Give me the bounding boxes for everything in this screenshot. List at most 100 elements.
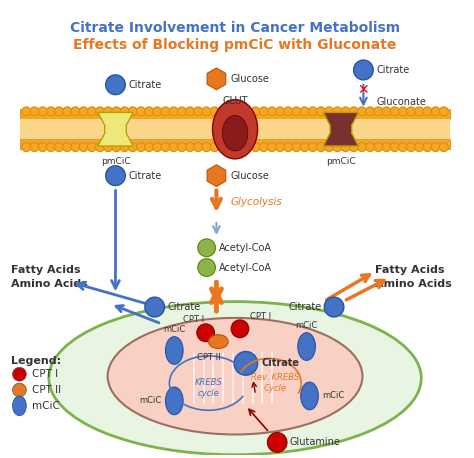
Text: Amino Acids: Amino Acids [375,279,452,289]
Circle shape [235,142,244,152]
Ellipse shape [212,99,257,159]
Circle shape [46,107,55,116]
Text: mCiC: mCiC [32,401,60,411]
Text: CPT I: CPT I [32,369,58,379]
Circle shape [227,142,236,152]
Circle shape [259,107,268,116]
Text: Fatty Acids: Fatty Acids [10,265,80,274]
Circle shape [309,142,317,152]
Circle shape [374,107,383,116]
Text: Citrate: Citrate [167,302,201,312]
Circle shape [292,142,301,152]
Circle shape [120,142,129,152]
Text: KREBS
cycle: KREBS cycle [195,378,222,398]
Bar [20,139,450,149]
Circle shape [194,142,202,152]
Text: Citrate: Citrate [288,302,321,312]
Circle shape [202,107,211,116]
Circle shape [382,142,391,152]
Circle shape [366,107,374,116]
Circle shape [177,142,186,152]
Text: pmCiC: pmCiC [100,157,130,166]
Circle shape [202,142,211,152]
Circle shape [292,107,301,116]
Circle shape [63,142,72,152]
Circle shape [96,107,104,116]
Polygon shape [98,112,133,146]
Text: CPT I: CPT I [250,312,271,321]
Ellipse shape [108,318,363,435]
Text: Glucose: Glucose [230,74,269,84]
Text: Glucose: Glucose [230,171,269,180]
Text: Acetyl-CoA: Acetyl-CoA [219,262,273,273]
Circle shape [128,107,137,116]
Circle shape [341,142,350,152]
Text: mCiC: mCiC [322,392,345,400]
Circle shape [399,107,407,116]
Text: Legend:: Legend: [10,356,61,366]
Circle shape [63,107,72,116]
Text: Effects of Blocking pmCiC with Gluconate: Effects of Blocking pmCiC with Gluconate [73,38,397,52]
Text: Citrate: Citrate [128,171,162,180]
Text: Citrate: Citrate [128,80,162,90]
Ellipse shape [49,302,421,455]
Circle shape [79,107,88,116]
Circle shape [13,367,26,381]
Circle shape [120,107,129,116]
Text: GLUT: GLUT [222,96,248,105]
Circle shape [198,239,216,256]
Circle shape [341,107,350,116]
Circle shape [145,107,154,116]
Circle shape [38,142,47,152]
Circle shape [55,107,64,116]
Circle shape [349,142,358,152]
Circle shape [243,142,252,152]
Ellipse shape [209,335,228,349]
Circle shape [87,107,96,116]
Circle shape [439,142,448,152]
Text: Gluconate: Gluconate [376,97,426,107]
Circle shape [235,107,244,116]
Circle shape [415,107,424,116]
Circle shape [423,142,432,152]
Circle shape [137,142,146,152]
Text: Citrate Involvement in Cancer Metabolism: Citrate Involvement in Cancer Metabolism [70,21,400,34]
Polygon shape [207,165,226,186]
Circle shape [106,75,125,95]
Circle shape [366,142,374,152]
Text: CPT II: CPT II [32,385,61,395]
Circle shape [153,107,162,116]
Text: Glycolysis: Glycolysis [230,197,282,207]
Circle shape [317,107,326,116]
Circle shape [357,107,366,116]
Ellipse shape [165,337,183,364]
Bar [20,120,450,139]
Text: ✕: ✕ [357,83,369,97]
Circle shape [219,142,227,152]
Text: Fatty Acids: Fatty Acids [375,265,445,274]
Text: Amino Acids: Amino Acids [10,279,87,289]
Circle shape [349,107,358,116]
Text: mCiC: mCiC [295,321,318,330]
Circle shape [46,142,55,152]
Circle shape [87,142,96,152]
Polygon shape [207,68,226,90]
Circle shape [227,107,236,116]
Circle shape [231,320,249,338]
Circle shape [177,107,186,116]
Circle shape [439,107,448,116]
Circle shape [324,297,344,317]
Text: Glutamine: Glutamine [290,437,341,447]
Circle shape [104,142,112,152]
Circle shape [276,107,284,116]
Ellipse shape [165,387,183,415]
Ellipse shape [13,396,26,416]
Circle shape [38,107,47,116]
Circle shape [325,107,334,116]
Circle shape [71,142,80,152]
Circle shape [243,107,252,116]
Text: CPT II: CPT II [197,354,220,362]
Circle shape [112,142,121,152]
Circle shape [145,142,154,152]
Circle shape [79,142,88,152]
